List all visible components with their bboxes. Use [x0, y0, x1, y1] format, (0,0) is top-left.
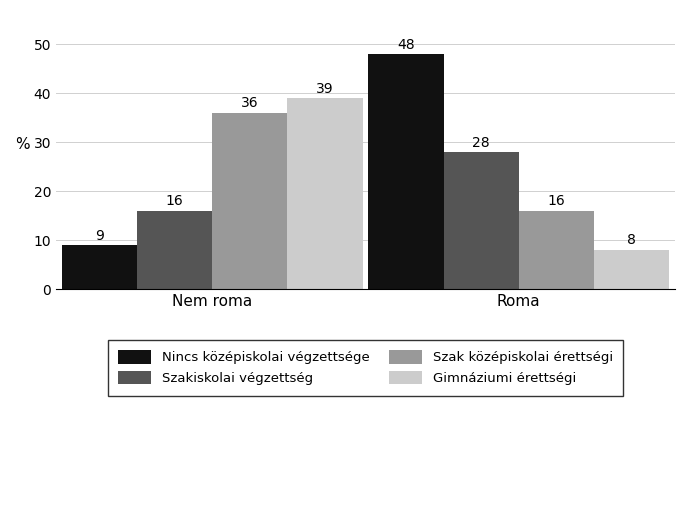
Text: 9: 9 — [95, 228, 103, 242]
Text: 16: 16 — [547, 194, 565, 208]
Bar — [519, 211, 594, 289]
Text: 28: 28 — [473, 135, 490, 149]
Legend: Nincs középiskolai végzettsége, Szakiskolai végzettség, Szak középiskolai éretts: Nincs középiskolai végzettsége, Szakisko… — [108, 339, 623, 395]
Bar — [137, 211, 212, 289]
Text: 39: 39 — [316, 82, 334, 96]
Text: 16: 16 — [166, 194, 184, 208]
Text: 36: 36 — [241, 97, 259, 111]
Bar — [444, 152, 519, 289]
Bar — [594, 250, 669, 289]
Y-axis label: %: % — [15, 137, 30, 152]
Bar — [368, 54, 444, 289]
Bar — [287, 98, 362, 289]
Bar — [212, 113, 287, 289]
Text: 48: 48 — [397, 38, 415, 52]
Text: 8: 8 — [627, 234, 636, 248]
Bar — [61, 245, 137, 289]
